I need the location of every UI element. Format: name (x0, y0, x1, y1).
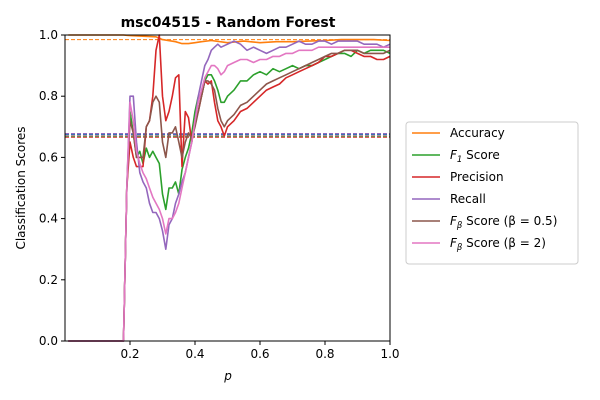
legend: Accuracy F1 Score Precision Recall Fβ Score … (405, 121, 579, 265)
plot-area (65, 34, 391, 342)
series-line-f1 (68, 49, 391, 342)
x-tick-label: 0.8 (315, 347, 334, 361)
legend-label-f2: Fβ Score (β = 2) (450, 236, 546, 253)
y-tick-label: 0.2 (39, 273, 58, 287)
legend-label-f05: Fβ Score (β = 0.5) (450, 214, 557, 231)
series-line-recall (68, 40, 391, 342)
y-axis-title: Classification Scores (14, 126, 28, 249)
series-line-accuracy (68, 34, 391, 45)
legend-label-precision: Precision (450, 170, 504, 184)
series-line-f05 (68, 49, 391, 342)
x-tick-label: 1.0 (380, 347, 399, 361)
y-tick-label: 0.6 (39, 150, 58, 164)
y-tick-label: 1.0 (39, 28, 58, 42)
y-tick-label: 0.0 (39, 334, 58, 348)
x-tick-label: 0.4 (185, 347, 204, 361)
legend-box (405, 121, 579, 265)
chart-title: msc04515 - Random Forest (121, 15, 336, 31)
series-line-f2 (68, 46, 390, 342)
series-line-precision (68, 34, 391, 342)
legend-label-recall: Recall (450, 192, 486, 206)
y-tick-label: 0.8 (39, 89, 58, 103)
x-axis-title: p (223, 369, 232, 383)
axes: 0.2 0.4 0.6 0.8 1.0 0.0 0.2 0.4 0.6 0.8 1.0 (39, 28, 400, 361)
y-tick-label: 0.4 (39, 212, 58, 226)
legend-label-f1: F1 Score (450, 148, 500, 165)
x-tick-label: 0.6 (250, 347, 269, 361)
legend-label-accuracy: Accuracy (450, 126, 505, 140)
plot-frame (64, 34, 391, 342)
x-tick-label: 0.2 (120, 347, 139, 361)
